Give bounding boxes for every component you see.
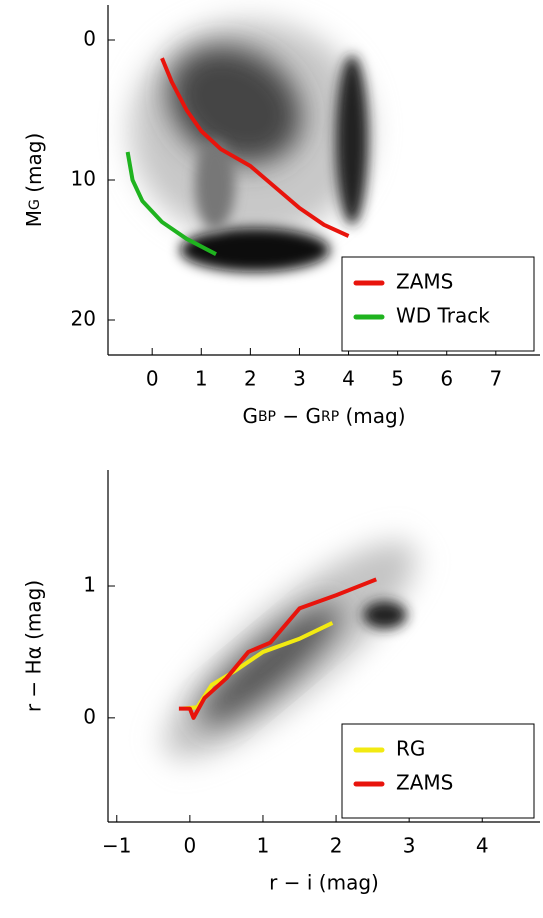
x-tick-label: 0 [146,367,159,391]
y-tick-label: 20 [71,307,96,331]
legend-label: ZAMS [396,771,453,795]
label-part: (mag) [22,133,46,199]
label-part: G [305,404,321,428]
x-tick-label: 2 [330,834,343,858]
x-tick-label: 6 [440,367,453,391]
x-tick-label: 3 [293,367,306,391]
x-axis-label: GBP − GRP (mag) [242,404,405,428]
x-tick-label: 1 [195,367,208,391]
label-part: G [27,199,43,210]
legend-box [341,256,535,352]
x-tick-label: 3 [403,834,416,858]
x-tick-label: 0 [184,834,197,858]
label-part: G [242,404,258,428]
legend-box [341,723,535,819]
density-cloud-top [130,20,370,272]
x-tick-label: 2 [244,367,257,391]
x-tick-label: 5 [391,367,404,391]
y-tick-label: 0 [83,704,96,728]
label-part: M [22,210,46,227]
y-tick-label: 0 [83,27,96,51]
x-tick-label: 1 [257,834,270,858]
label-part: − [276,404,305,428]
label-part: BP [258,409,276,425]
track-line [125,151,217,256]
legend-label: ZAMS [396,270,453,294]
label-part: (mag) [339,404,405,428]
legend-label: RG [396,737,425,761]
y-axis-label: r − Hα (mag) [22,580,46,712]
label-part: RP [321,409,339,425]
x-tick-label: −1 [102,834,131,858]
legend-label: WD Track [396,304,490,328]
x-axis-label: r − i (mag) [269,871,379,895]
x-tick-label: 4 [342,367,355,391]
track-line [178,577,377,720]
y-axis-label: MG (mag) [22,133,46,228]
track-line [160,57,350,238]
x-tick-label: 4 [476,834,489,858]
y-tick-label: 10 [71,167,96,191]
x-tick-label: 7 [489,367,502,391]
y-tick-label: 1 [83,573,96,597]
